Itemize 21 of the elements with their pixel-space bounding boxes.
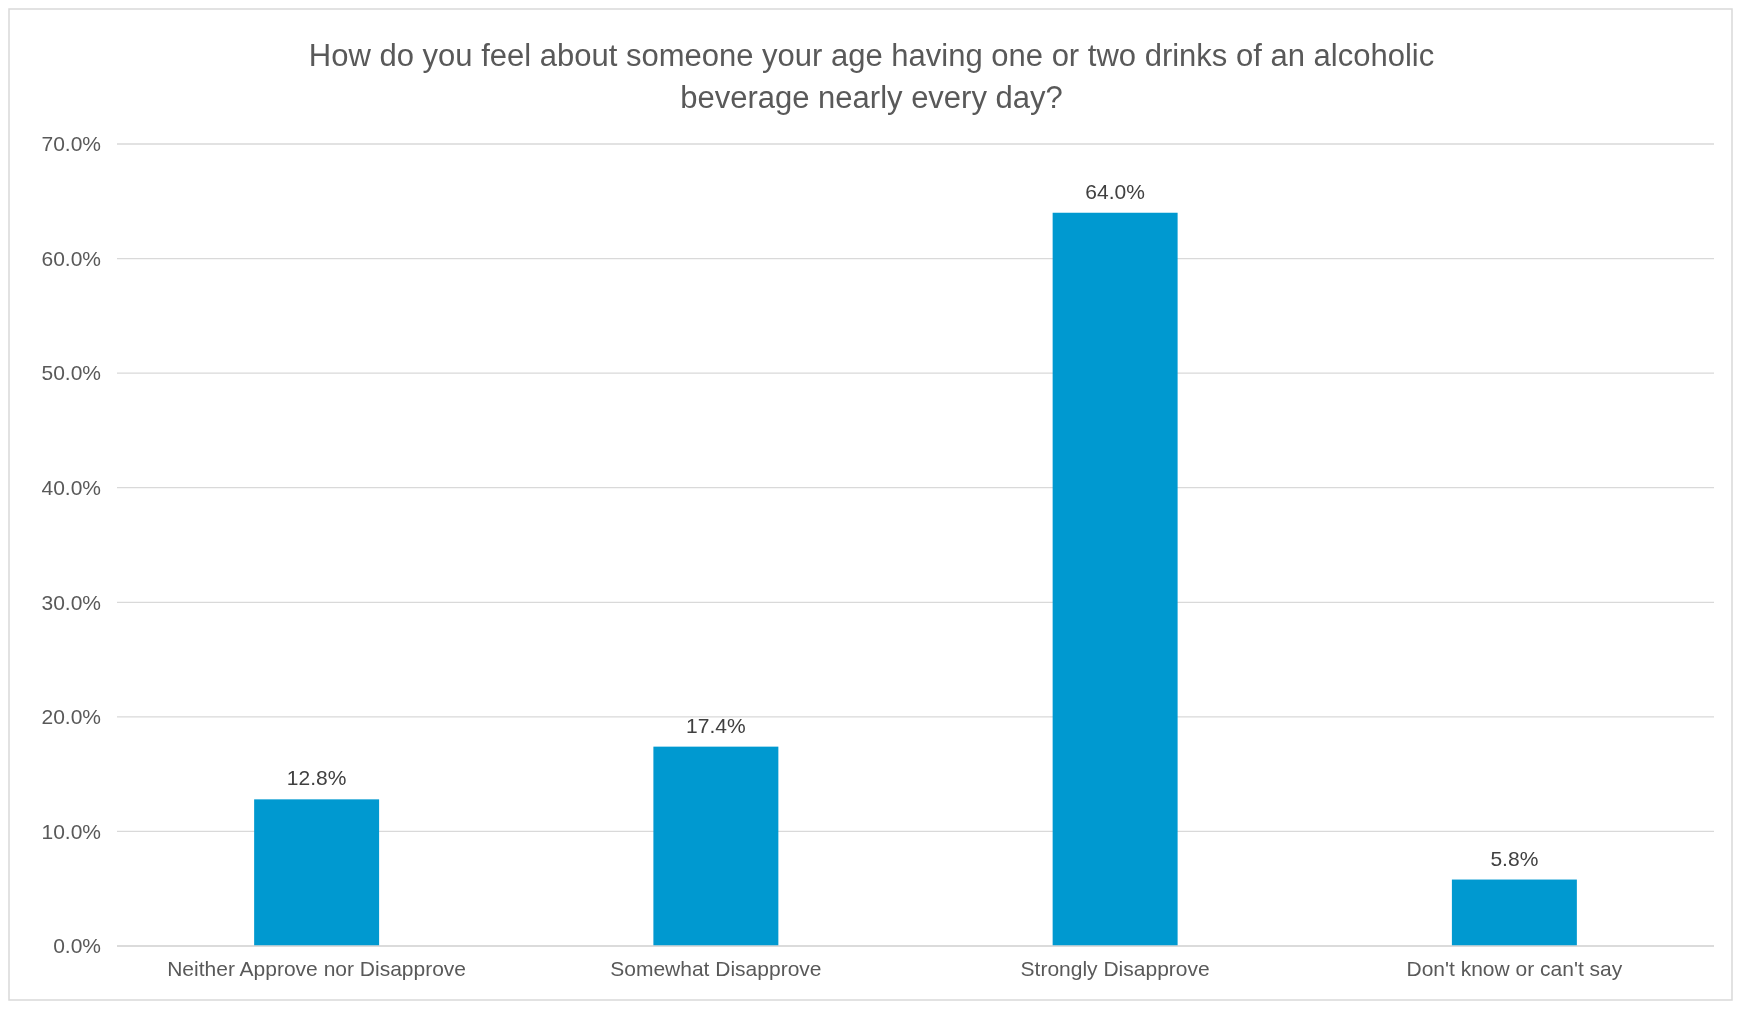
y-tick-label: 60.0% <box>41 246 101 270</box>
data-label: 17.4% <box>686 713 746 737</box>
y-tick-label: 10.0% <box>41 819 101 843</box>
y-tick-label: 50.0% <box>41 361 101 385</box>
y-tick-label: 70.0% <box>41 132 101 156</box>
x-tick-label: Strongly Disapprove <box>1020 957 1210 980</box>
y-tick-label: 40.0% <box>41 476 101 500</box>
y-tick-label: 30.0% <box>41 590 101 614</box>
data-label: 12.8% <box>286 766 347 790</box>
y-tick-label: 20.0% <box>41 705 101 729</box>
x-tick-label: Neither Approve nor Disapprove <box>167 957 467 980</box>
bar <box>254 799 380 946</box>
bar <box>1052 212 1178 946</box>
chart-title: How do you feel about someone your age having one or two drinks of an alcoholic beverage nearly every day? <box>308 38 1435 115</box>
bar <box>653 746 779 946</box>
x-tick-label: Don't know or can't say <box>1406 957 1623 980</box>
y-tick-label: 0.0% <box>53 934 101 958</box>
data-label: 64.0% <box>1085 179 1145 203</box>
data-label: 5.8% <box>1490 846 1539 870</box>
bar <box>1451 879 1577 946</box>
x-tick-label: Somewhat Disapprove <box>610 957 822 980</box>
